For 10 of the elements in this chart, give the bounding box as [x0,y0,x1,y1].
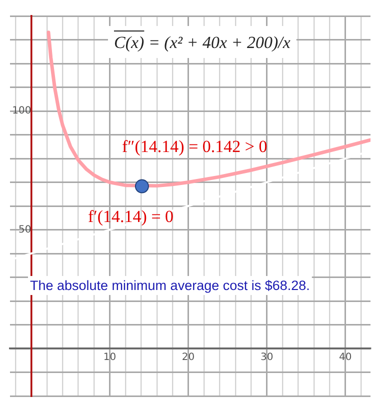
y-tick-label: 100 [12,106,32,117]
annotation: The absolute minimum average cost is $68.28. [30,278,310,293]
annotation: f′(14.14) = 0 [88,207,174,226]
annotation: f″(14.14) = 0.142 > 0 [122,137,268,156]
x-tick-label: 20 [182,352,195,364]
x-tick-label: 30 [260,352,274,364]
text: C(x) = (x² + 40x + 200)/x [114,33,291,52]
x-tick-label: 10 [103,352,116,364]
y-tick-label: 50 [18,224,32,236]
x-tick-label: 40 [339,352,352,364]
